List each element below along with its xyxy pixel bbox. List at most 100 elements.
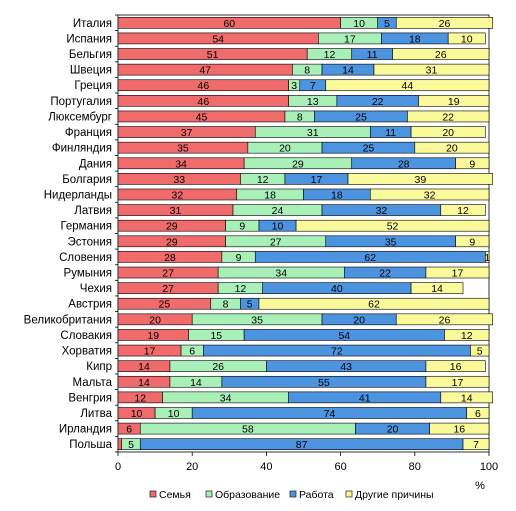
data-label: 7: [473, 439, 479, 451]
category-label: Австрия: [68, 299, 112, 311]
bar-segment: [425, 266, 490, 279]
data-label: 1: [484, 252, 490, 264]
data-label: 35: [385, 236, 397, 248]
legend-swatch: [205, 490, 213, 498]
category-label: Португалия: [50, 96, 112, 108]
data-label: 26: [439, 314, 451, 326]
legend-label: Образование: [215, 489, 280, 501]
data-label: 5: [128, 439, 134, 451]
legend-label: Работа: [299, 489, 334, 501]
data-label: 22: [372, 96, 384, 108]
data-label: 17: [344, 33, 356, 45]
bar-segment: [414, 141, 490, 154]
data-label: 34: [220, 392, 232, 404]
data-label: 18: [409, 33, 421, 45]
data-label: 34: [175, 158, 187, 170]
data-label: 14: [342, 65, 354, 77]
legend-label: Другие причины: [355, 489, 434, 501]
bar-segment: [444, 329, 490, 341]
bar-segment: [395, 313, 494, 326]
data-label: 10: [131, 408, 143, 420]
data-label: 18: [331, 189, 343, 201]
category-label: Италия: [73, 18, 112, 30]
data-label: 39: [415, 174, 427, 186]
data-label: 40: [331, 283, 343, 295]
category-label: Венгрия: [68, 392, 112, 404]
data-label: 35: [177, 143, 189, 155]
bar-segment: [258, 297, 490, 310]
bar-segment: [418, 95, 490, 107]
data-label: 16: [453, 424, 465, 436]
category-label: Бельгия: [69, 49, 112, 61]
bar-segment: [447, 32, 486, 45]
data-label: 10: [168, 408, 180, 420]
data-label: 54: [338, 330, 350, 342]
data-label: 41: [359, 392, 371, 404]
data-label: 12: [461, 330, 473, 342]
category-label: Литва: [80, 408, 112, 420]
data-label: 7: [310, 80, 316, 92]
data-label: 12: [235, 283, 247, 295]
data-label: 12: [257, 174, 269, 186]
data-label: 20: [149, 314, 161, 326]
x-axis-unit: %: [475, 480, 485, 492]
category-label: Чехия: [80, 283, 112, 295]
data-label: 12: [457, 205, 469, 217]
data-label: 10: [353, 18, 365, 30]
category-label: Люксембург: [48, 111, 112, 123]
data-label: 9: [469, 158, 475, 170]
data-label: 24: [272, 205, 284, 217]
category-label: Болгария: [62, 174, 112, 186]
bar-segment: [347, 173, 494, 185]
bar-segment: [429, 422, 490, 435]
data-label: 60: [223, 18, 235, 30]
data-label: 62: [364, 252, 376, 264]
bar-segment: [484, 251, 490, 263]
data-label: 9: [236, 252, 242, 264]
data-label: 8: [297, 111, 303, 123]
data-label: 10: [272, 221, 284, 233]
category-labels: Италия Испания Бельгия Швеция Греция Португал…: [24, 14, 118, 453]
data-label: 33: [173, 174, 185, 186]
bar-segment: [470, 344, 490, 357]
bar-segment: [373, 63, 490, 76]
data-label: 46: [197, 96, 209, 108]
bar-segment: [410, 126, 486, 138]
x-tick-label: 40: [260, 461, 272, 473]
x-tick-label: 100: [480, 461, 498, 473]
data-label: 14: [461, 392, 473, 404]
bar-segment: [455, 157, 490, 170]
bar-segment: [410, 282, 464, 294]
bar-segment: [466, 407, 490, 419]
data-label: 17: [144, 346, 156, 358]
data-label: 32: [172, 189, 184, 201]
data-label: 20: [387, 424, 399, 436]
data-label: 25: [159, 299, 171, 311]
category-label: Эстония: [67, 236, 112, 248]
data-label: 35: [251, 314, 263, 326]
data-label: 31: [307, 127, 319, 139]
data-label: 22: [379, 268, 391, 280]
category-label: Словения: [59, 252, 112, 264]
data-label: 25: [355, 111, 367, 123]
data-label: 44: [402, 80, 414, 92]
data-label: 74: [324, 408, 336, 420]
data-label: 6: [126, 424, 132, 436]
category-label: Латвия: [74, 205, 112, 217]
category-label: Греция: [74, 80, 112, 92]
data-label: 14: [138, 361, 150, 373]
data-label: 87: [296, 439, 308, 451]
category-label: Ирландия: [59, 424, 112, 436]
bar-segment: [440, 391, 494, 404]
legend-label: Семья: [159, 489, 191, 501]
category-label: Мальта: [73, 377, 113, 389]
bar-segment: [325, 79, 490, 92]
bar-segment: [369, 188, 490, 201]
data-label: 12: [134, 392, 146, 404]
data-label: 29: [166, 236, 178, 248]
data-label: 3: [291, 80, 297, 92]
bar-segment: [295, 219, 490, 232]
data-label: 51: [207, 49, 219, 61]
